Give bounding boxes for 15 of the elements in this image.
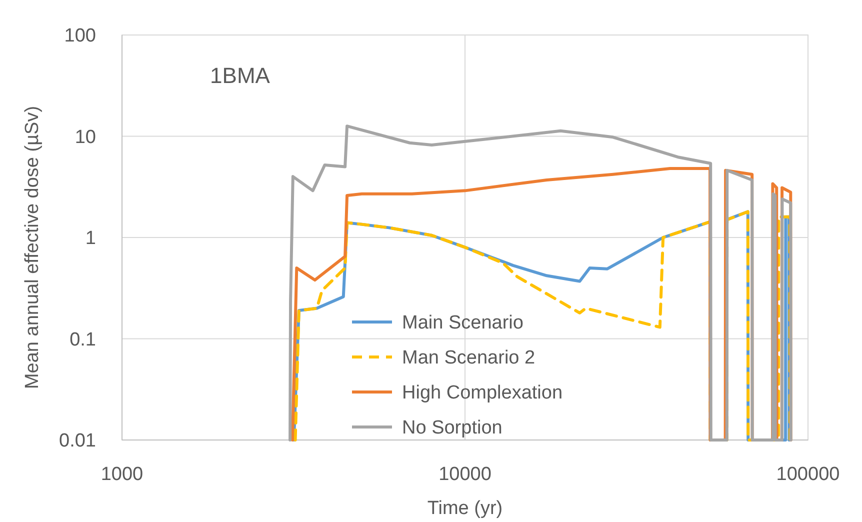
y-tick-label: 100: [64, 26, 96, 47]
legend-label: Main Scenario: [402, 312, 524, 334]
legend-label: Man Scenario 2: [402, 348, 536, 369]
annotation: 1BMA: [210, 63, 270, 88]
x-tick-label: 10000: [438, 464, 492, 485]
x-tick-label: 1000: [100, 464, 144, 485]
y-tick-label: 0.1: [70, 329, 96, 350]
y-tick-label: 0.01: [59, 430, 96, 452]
y-tick-label: 10: [74, 126, 96, 148]
legend-label: High Complexation: [402, 382, 563, 404]
y-axis-title: Mean annual effective dose (µSv): [22, 106, 43, 390]
x-tick-label: 100000: [776, 464, 840, 485]
legend-label: No Sorption: [402, 418, 502, 439]
x-axis-title: Time (yr): [427, 498, 503, 519]
y-tick-label: 1: [85, 228, 96, 250]
